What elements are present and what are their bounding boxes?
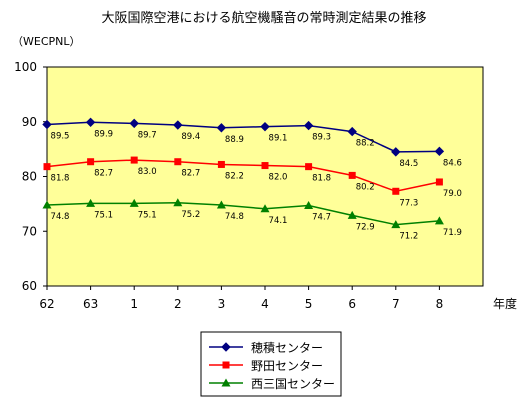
x-tick-label: 3	[218, 297, 226, 311]
data-label: 74.8	[225, 212, 244, 222]
data-point	[347, 126, 357, 137]
y-tick-label: 80	[22, 170, 37, 184]
data-label: 79.0	[443, 189, 462, 199]
data-point	[391, 220, 401, 229]
y-tick-label: 90	[22, 115, 37, 129]
x-axis: 62 63 1 2 3 4 5 6 7 8	[39, 286, 443, 311]
x-axis-label: 年度	[493, 296, 517, 311]
data-label: 75.1	[94, 210, 113, 220]
legend-label: 野田センター	[251, 359, 323, 373]
data-label: 89.7	[138, 130, 157, 140]
data-label: 80.2	[356, 182, 375, 192]
data-point	[86, 198, 96, 207]
series-1: 89.5 89.9 89.7 89.4 88.9 89.1 89.3 88.2 84.5 84.6	[42, 117, 462, 169]
data-label: 88.2	[356, 139, 375, 149]
data-label: 71.2	[399, 232, 418, 242]
x-tick-label: 4	[261, 297, 269, 311]
data-label: 71.9	[443, 228, 462, 238]
x-tick-label: 63	[83, 297, 98, 311]
x-tick-label: 1	[130, 297, 138, 311]
data-label: 74.7	[312, 213, 331, 223]
data-label: 74.8	[51, 212, 70, 222]
x-tick-label: 8	[436, 297, 444, 311]
y-axis: 60 70 80 90 100	[14, 60, 47, 293]
legend-entry: 西三国センター	[209, 377, 335, 391]
data-point	[87, 158, 95, 166]
y-tick-label: 100	[14, 60, 37, 74]
data-point	[42, 200, 52, 209]
data-label: 82.7	[181, 169, 200, 179]
data-label: 89.1	[269, 134, 288, 144]
data-point	[392, 187, 400, 195]
data-point	[348, 171, 356, 179]
data-point	[130, 156, 138, 164]
y-tick-label: 70	[22, 224, 37, 238]
plot-area	[46, 66, 484, 287]
x-tick-label: 2	[174, 297, 182, 311]
legend-marker	[221, 342, 231, 352]
data-label: 88.9	[225, 135, 244, 145]
x-tick-label: 62	[39, 297, 54, 311]
data-point	[129, 118, 139, 129]
y-tick-label: 60	[22, 279, 37, 293]
data-label: 84.6	[443, 158, 462, 168]
data-label: 89.4	[181, 132, 200, 142]
series-line	[46, 159, 440, 193]
data-label: 72.9	[356, 222, 375, 232]
chart-title: 大阪国際空港における航空機騒音の常時測定結果の推移	[101, 10, 426, 26]
data-point	[216, 200, 226, 209]
legend-label: 穂積センター	[251, 340, 323, 355]
data-label: 74.1	[269, 216, 288, 226]
data-point	[217, 160, 225, 168]
data-point	[85, 117, 96, 128]
data-point	[173, 198, 183, 207]
data-label: 84.5	[399, 159, 418, 169]
legend-entry: 穂積センター	[209, 340, 323, 355]
data-point	[347, 210, 357, 219]
data-point	[43, 163, 51, 171]
series-layer: 89.5 89.9 89.7 89.4 88.9 89.1 89.3 88.2 84.5 84.6…	[42, 117, 462, 242]
data-label: 77.3	[399, 198, 418, 208]
data-label: 89.5	[51, 131, 70, 141]
data-point	[216, 123, 227, 133]
data-label: 89.9	[94, 129, 113, 139]
legend-marker	[222, 361, 230, 369]
series-line	[46, 121, 440, 153]
data-label: 89.3	[312, 133, 331, 143]
legend-entry: 野田センター	[209, 359, 323, 373]
data-label: 81.8	[51, 174, 70, 184]
data-point	[391, 147, 401, 157]
legend-label: 西三国センター	[251, 377, 335, 391]
x-tick-label: 6	[348, 297, 356, 311]
data-point	[304, 201, 314, 210]
data-label: 75.1	[138, 210, 157, 220]
data-point	[174, 158, 182, 166]
series-3: 74.8 75.1 75.1 75.2 74.8 74.1 74.7 72.9 71.2 71.9	[42, 198, 462, 242]
data-point	[434, 146, 445, 157]
data-point	[129, 198, 139, 207]
x-tick-label: 5	[305, 297, 313, 311]
data-point	[173, 120, 183, 130]
series-line	[46, 202, 440, 226]
data-label: 82.2	[225, 171, 244, 181]
data-label: 82.7	[94, 169, 113, 179]
data-point	[434, 216, 444, 225]
data-label: 82.0	[269, 173, 288, 183]
y-axis-label: （WECPNL）	[12, 35, 81, 48]
series-2: 81.8 82.7 83.0 82.7 82.2 82.0 81.8 80.2 77.3 79.0	[43, 156, 462, 208]
data-label: 75.2	[181, 210, 200, 220]
data-point	[260, 204, 270, 213]
data-point	[261, 162, 269, 170]
data-label: 81.8	[312, 174, 331, 184]
data-point	[305, 163, 313, 171]
data-point	[435, 178, 443, 186]
x-tick-label: 7	[392, 297, 400, 311]
data-point	[42, 119, 52, 130]
data-point	[303, 120, 314, 131]
data-label: 83.0	[138, 167, 157, 177]
legend-marker	[221, 378, 231, 387]
data-point	[260, 121, 270, 132]
